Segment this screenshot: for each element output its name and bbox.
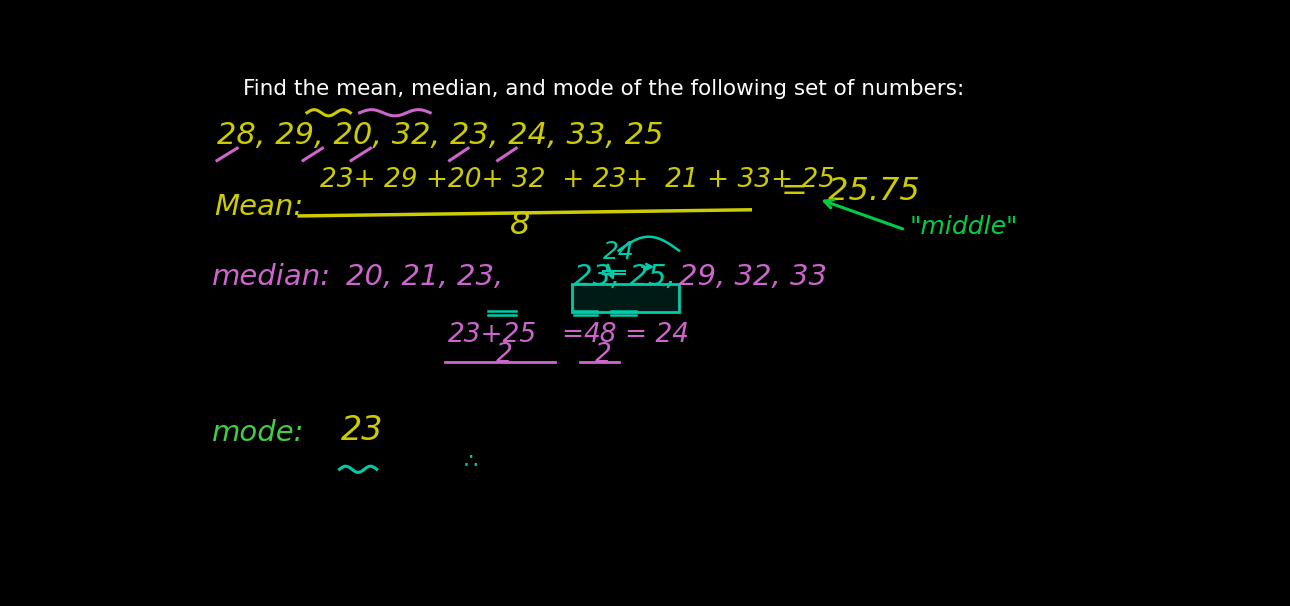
Text: 2: 2 (497, 342, 513, 368)
Text: Find the mean, median, and mode of the following set of numbers:: Find the mean, median, and mode of the f… (243, 79, 964, 99)
Text: 23: 23 (341, 414, 383, 447)
Text: 23+ 29 +20+ 32  + 23+  21 + 33+ 25: 23+ 29 +20+ 32 + 23+ 21 + 33+ 25 (320, 167, 835, 193)
Text: = 24: = 24 (624, 322, 689, 348)
Text: 24: 24 (602, 240, 635, 264)
Text: =  25.75: = 25.75 (782, 176, 920, 207)
Text: median:: median: (212, 264, 330, 291)
Text: =: = (561, 322, 583, 348)
Text: Mean:: Mean: (214, 193, 303, 221)
Text: 8: 8 (510, 210, 530, 241)
Text: mode:: mode: (212, 419, 304, 447)
Text: 20, 21, 23,: 20, 21, 23, (346, 264, 512, 291)
Text: "middle": "middle" (909, 215, 1018, 239)
Text: 2: 2 (595, 342, 611, 368)
Text: ∴: ∴ (463, 451, 477, 471)
Bar (571, 284, 679, 312)
Text: 28, 29, 20, 32, 23, 24, 33, 25: 28, 29, 20, 32, 23, 24, 33, 25 (217, 121, 663, 150)
Text: 23+25: 23+25 (448, 322, 537, 348)
Text: 29, 32, 33: 29, 32, 33 (679, 264, 827, 291)
Text: 48: 48 (583, 322, 617, 348)
Text: 23, 25,: 23, 25, (574, 264, 676, 291)
